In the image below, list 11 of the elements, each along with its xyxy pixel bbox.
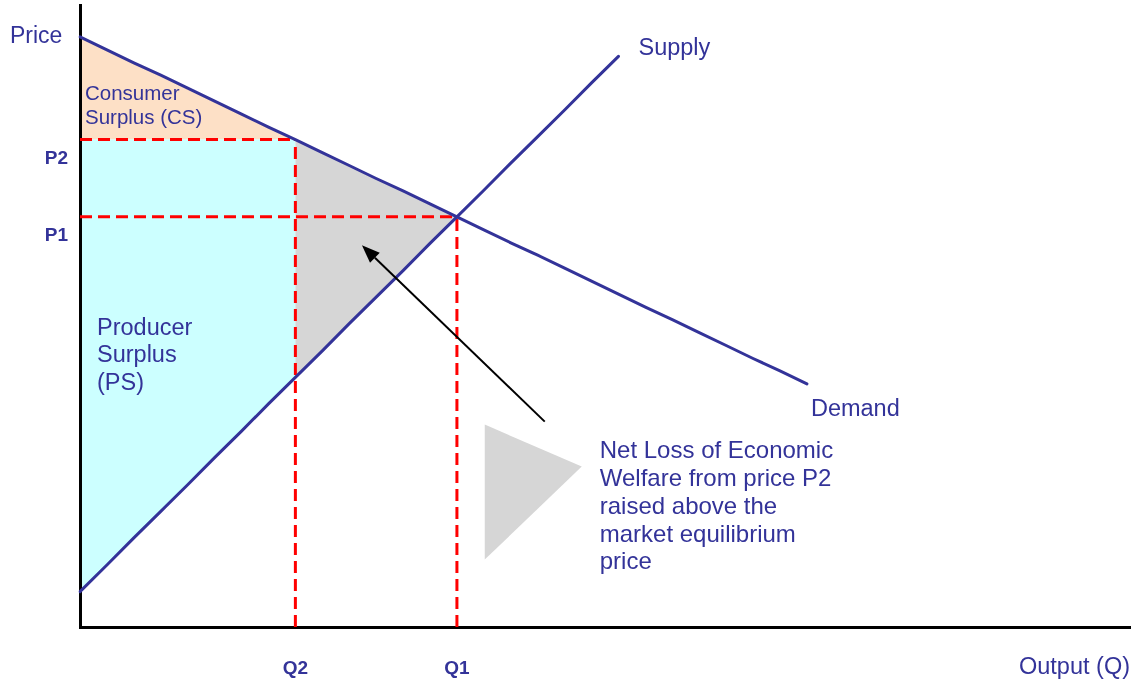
annotation: Net Loss of Economic Welfare from price P2 raised above the market equilibrium price	[599, 436, 834, 575]
x-axis-title: Output (Q)	[1018, 653, 1130, 680]
annotation: Consumer Surplus (CS)	[85, 80, 203, 128]
series-label: Supply	[638, 33, 711, 60]
ref-line-label: P1	[44, 224, 69, 246]
ref-line-label: P2	[44, 146, 68, 168]
annotation: Producer Surplus (PS)	[97, 313, 193, 395]
x-tick-label: Q1	[444, 656, 471, 678]
y-axis-title: Price	[10, 22, 63, 49]
x-tick-label: Q2	[282, 656, 309, 678]
series-label: Demand	[810, 395, 900, 422]
